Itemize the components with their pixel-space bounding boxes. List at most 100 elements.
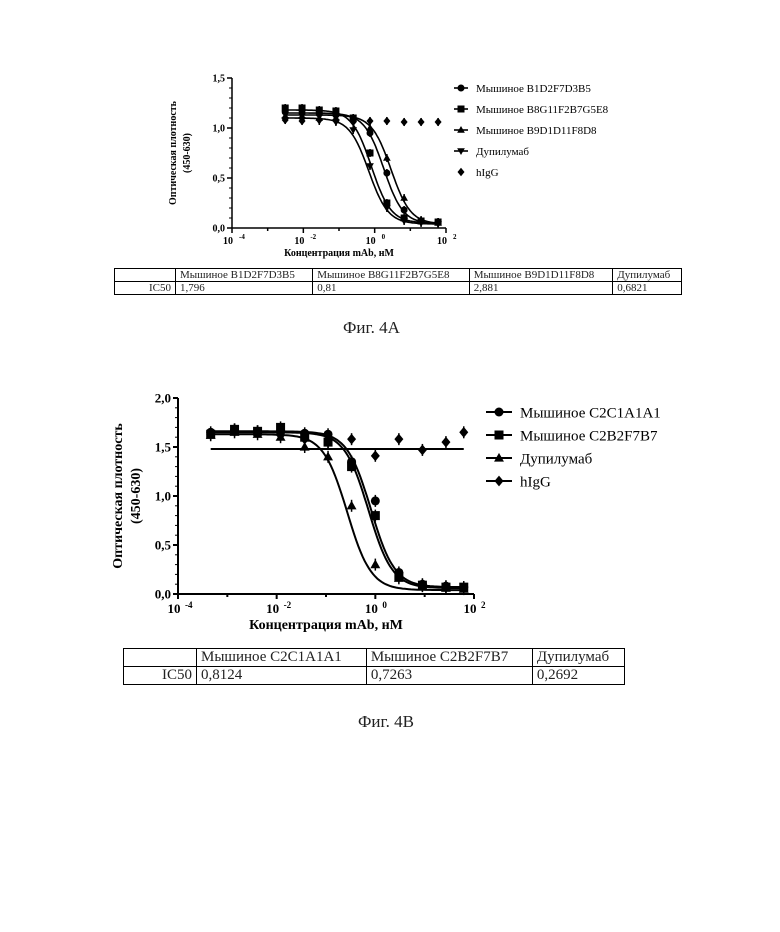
- data-point-series-2: [394, 572, 403, 581]
- table-cell: 0,8124: [197, 667, 367, 685]
- data-point-series-1: [253, 427, 262, 436]
- table-cell: 2,881: [469, 282, 613, 295]
- data-point-series-2: [332, 108, 339, 115]
- table-cell: IC50: [124, 667, 197, 685]
- data-point-series-1: [350, 115, 357, 122]
- data-point-series-1: [441, 582, 450, 591]
- table-cell: Мышиное B9D1D11F8D8: [469, 269, 613, 282]
- data-point-series-3: [323, 452, 333, 461]
- figure-4a-caption: Фиг. 4A: [343, 318, 400, 338]
- data-point-series-1: [435, 219, 442, 226]
- data-point-series-2: [324, 438, 333, 447]
- data-point-series-1: [324, 430, 333, 439]
- y-axis-label-units: (450-630): [129, 468, 144, 524]
- data-point-series-4: [253, 426, 262, 437]
- data-point-series-5: [299, 117, 306, 125]
- data-point-series-2: [206, 430, 215, 439]
- fit-curve-series-4: [285, 118, 438, 224]
- data-point-series-1: [332, 112, 339, 119]
- legend-marker: [495, 431, 504, 440]
- legend-label: Дупилумаб: [476, 146, 529, 158]
- x-axis-label: Концентрация mAb, нМ: [284, 248, 394, 259]
- data-point-series-3: [417, 581, 427, 590]
- x-axis-label: Концентрация mAb, нМ: [249, 618, 403, 633]
- legend-marker: [494, 453, 504, 462]
- y-axis-label: Оптическая плотность: [168, 100, 179, 205]
- data-point-series-4: [298, 117, 306, 124]
- fit-curve-series-3: [211, 434, 464, 590]
- x-tick-exponent: -2: [310, 233, 316, 241]
- table-cell: 0,6821: [613, 282, 682, 295]
- data-point-series-2: [371, 511, 380, 520]
- x-tick-exponent: 0: [382, 233, 386, 241]
- table-cell: Дупилумаб: [532, 649, 624, 667]
- table-cell: Мышиное B8G11F2B7G5E8: [313, 269, 469, 282]
- y-axis-label-units: (450-630): [182, 133, 193, 173]
- data-point-series-1: [300, 429, 309, 438]
- x-tick-exponent: 2: [453, 233, 457, 241]
- data-point-series-1: [347, 457, 356, 466]
- data-point-series-2: [350, 115, 357, 122]
- data-point-series-2: [441, 583, 450, 592]
- data-point-series-5: [435, 118, 442, 126]
- x-tick-label: 10: [168, 601, 181, 616]
- data-point-series-5: [367, 117, 374, 125]
- table-row: IC50 1,796 0,81 2,881 0,6821: [115, 282, 682, 295]
- data-point-series-5: [316, 116, 323, 124]
- table-cell: 1,796: [176, 282, 313, 295]
- data-point-series-4: [394, 434, 403, 445]
- table-cell: IC50: [115, 282, 176, 295]
- data-point-series-4: [459, 427, 468, 438]
- y-tick-label: 1,0: [155, 489, 171, 504]
- x-tick-exponent: -4: [185, 600, 193, 610]
- data-point-series-4: [434, 221, 442, 228]
- data-point-series-1: [418, 580, 427, 589]
- table-cell: [115, 269, 176, 282]
- y-axis-label: Оптическая плотность: [111, 423, 126, 569]
- table-cell: Мышиное C2C1A1A1: [197, 649, 367, 667]
- data-point-series-2: [435, 219, 442, 226]
- legend-marker: [458, 168, 465, 176]
- y-tick-label: 1,5: [213, 74, 226, 85]
- fit-curve-series-1: [285, 113, 438, 224]
- data-point-series-4: [276, 430, 285, 441]
- data-point-series-2: [299, 105, 306, 112]
- x-tick-label: 10: [464, 601, 477, 616]
- legend-label: hIgG: [476, 167, 499, 179]
- figure-4b-caption: Фиг. 4В: [358, 712, 414, 732]
- data-point-series-3: [349, 115, 357, 122]
- data-point-series-2: [316, 107, 323, 114]
- x-tick-exponent: 2: [481, 600, 486, 610]
- x-tick-exponent: 0: [382, 600, 387, 610]
- data-point-series-3: [281, 112, 289, 119]
- legend-label: Мышиное C2C1A1A1: [520, 405, 661, 421]
- data-point-series-3: [276, 432, 286, 441]
- x-tick-label: 10: [365, 601, 378, 616]
- y-tick-label: 1,0: [213, 124, 226, 135]
- legend-label: Дупилумаб: [520, 451, 593, 467]
- data-point-series-4: [332, 119, 340, 126]
- data-point-series-5: [282, 116, 289, 124]
- data-point-series-2: [253, 427, 262, 436]
- data-point-series-2: [230, 425, 239, 434]
- data-point-series-3: [332, 114, 340, 121]
- x-tick-exponent: -2: [284, 600, 292, 610]
- data-point-series-3: [253, 429, 263, 438]
- data-point-series-3: [366, 124, 374, 131]
- legend-marker: [457, 148, 465, 155]
- data-point-series-5: [332, 117, 339, 125]
- data-point-series-3: [298, 112, 306, 119]
- data-point-series-3: [417, 216, 425, 223]
- data-point-series-2: [300, 433, 309, 442]
- data-point-series-4: [349, 127, 357, 134]
- data-point-series-1: [401, 207, 408, 214]
- data-point-series-1: [276, 428, 285, 437]
- data-point-series-3: [434, 219, 442, 226]
- data-point-series-3: [441, 583, 451, 592]
- data-point-series-3: [394, 573, 404, 582]
- data-point-series-4: [383, 205, 391, 212]
- data-point-series-1: [418, 218, 425, 225]
- x-tick-exponent: -4: [239, 233, 245, 241]
- data-point-series-1: [371, 496, 380, 505]
- data-point-series-1: [282, 109, 289, 116]
